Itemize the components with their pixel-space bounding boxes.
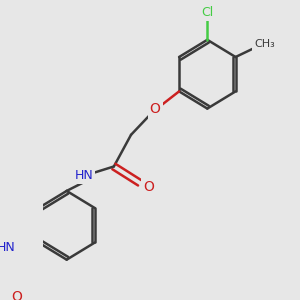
Text: HN: HN xyxy=(0,241,15,254)
Text: HN: HN xyxy=(74,169,93,182)
Text: O: O xyxy=(11,290,22,300)
Text: Cl: Cl xyxy=(201,6,213,19)
Text: O: O xyxy=(150,103,160,116)
Text: O: O xyxy=(143,180,154,194)
Text: CH₃: CH₃ xyxy=(254,39,275,49)
